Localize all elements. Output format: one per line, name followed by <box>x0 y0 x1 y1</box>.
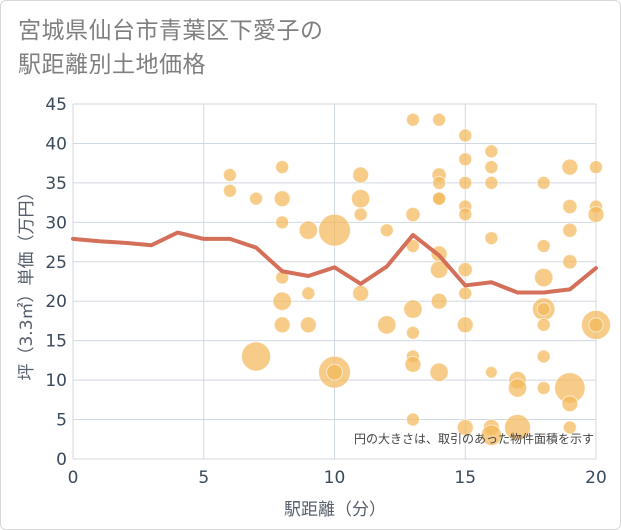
data-bubble <box>536 239 551 253</box>
bubble-size-note: 円の大きさは、取引のあった物件面積を示す <box>354 431 594 446</box>
bubble-layer <box>222 112 612 447</box>
y-tick-label: 40 <box>45 134 67 154</box>
trend-layer <box>71 230 598 295</box>
data-bubble <box>536 175 551 190</box>
x-tick-label: 20 <box>585 468 607 488</box>
data-bubble <box>404 355 422 373</box>
data-bubble <box>405 112 420 127</box>
data-bubble <box>318 213 351 247</box>
y-tick-label: 5 <box>56 411 67 431</box>
y-tick-label: 15 <box>45 332 67 352</box>
chart-title: 宮城県仙台市青葉区下愛子の 駅距離別土地価格 <box>18 14 324 82</box>
data-bubble <box>352 284 370 302</box>
data-bubble <box>405 239 420 253</box>
y-tick-label: 0 <box>56 450 67 470</box>
data-bubble <box>403 299 423 319</box>
data-bubble <box>458 175 473 190</box>
x-tick-label: 15 <box>454 468 476 488</box>
y-tick-label: 35 <box>45 174 67 194</box>
chart-title-line-1: 宮城県仙台市青葉区下愛子の <box>18 18 324 44</box>
grid <box>72 103 597 460</box>
x-tick-label: 0 <box>68 468 79 488</box>
data-bubble <box>350 188 371 209</box>
data-bubble <box>562 420 577 435</box>
data-bubble <box>429 260 449 279</box>
data-bubble <box>458 152 473 167</box>
data-bubble <box>484 160 499 175</box>
data-bubble <box>353 207 368 222</box>
data-bubble <box>299 316 317 334</box>
trend-line <box>71 230 598 295</box>
data-bubble <box>272 291 292 311</box>
data-bubble <box>536 349 551 364</box>
data-bubble <box>326 363 343 381</box>
data-bubble <box>352 166 370 184</box>
data-bubble <box>432 112 447 127</box>
x-tick-label: 10 <box>324 468 346 488</box>
data-bubble <box>458 286 473 301</box>
y-axis-label: 坪（3.3㎡）単価（万円） <box>17 183 37 380</box>
data-bubble <box>562 254 578 270</box>
data-bubble <box>405 412 420 427</box>
data-bubble <box>456 418 474 436</box>
data-bubble <box>377 315 397 335</box>
y-tick-label: 45 <box>45 95 67 115</box>
x-tick-label: 5 <box>198 468 209 488</box>
data-bubble <box>273 316 291 334</box>
data-bubble <box>562 222 578 238</box>
data-bubble <box>379 223 394 238</box>
data-bubble <box>507 378 528 398</box>
data-bubble <box>456 316 474 334</box>
data-bubble <box>534 267 554 288</box>
data-bubble <box>430 292 448 310</box>
data-bubble <box>222 183 237 198</box>
data-bubble <box>561 158 579 176</box>
data-bubble <box>587 205 605 223</box>
tick-labels: 0 5 10 15 20 25 30 35 40 45 0 5 10 15 20 <box>45 95 606 488</box>
data-bubble <box>301 286 316 301</box>
data-bubble <box>405 325 420 340</box>
data-bubble <box>561 395 579 413</box>
data-bubble <box>484 231 499 246</box>
data-bubble <box>484 144 499 159</box>
data-bubble <box>275 160 290 175</box>
data-bubble <box>589 160 603 175</box>
data-bubble <box>241 341 272 372</box>
data-bubble <box>298 220 319 240</box>
data-bubble <box>432 175 447 190</box>
y-tick-label: 10 <box>45 371 67 391</box>
data-bubble <box>588 317 604 333</box>
y-tick-label: 20 <box>45 292 67 312</box>
data-bubble <box>249 191 264 206</box>
data-bubble <box>275 215 290 230</box>
data-bubble <box>432 191 447 206</box>
data-bubble <box>536 317 551 332</box>
data-bubble <box>536 302 551 317</box>
data-bubble <box>562 198 578 215</box>
data-bubble <box>484 175 499 190</box>
data-bubble <box>485 365 498 379</box>
data-bubble <box>405 206 421 223</box>
data-bubble <box>429 362 449 382</box>
data-bubble <box>273 190 291 208</box>
y-tick-label: 30 <box>45 213 67 233</box>
x-axis-label: 駅距離（分） <box>284 500 386 520</box>
data-bubble <box>458 128 473 143</box>
y-tick-label: 25 <box>45 253 67 273</box>
data-bubble <box>480 424 503 447</box>
data-bubble <box>504 413 532 441</box>
data-bubble <box>222 168 237 182</box>
data-bubble <box>457 262 473 278</box>
data-bubble <box>536 381 551 395</box>
chart-title-line-2: 駅距離別土地価格 <box>18 52 206 78</box>
data-bubble <box>458 207 473 222</box>
